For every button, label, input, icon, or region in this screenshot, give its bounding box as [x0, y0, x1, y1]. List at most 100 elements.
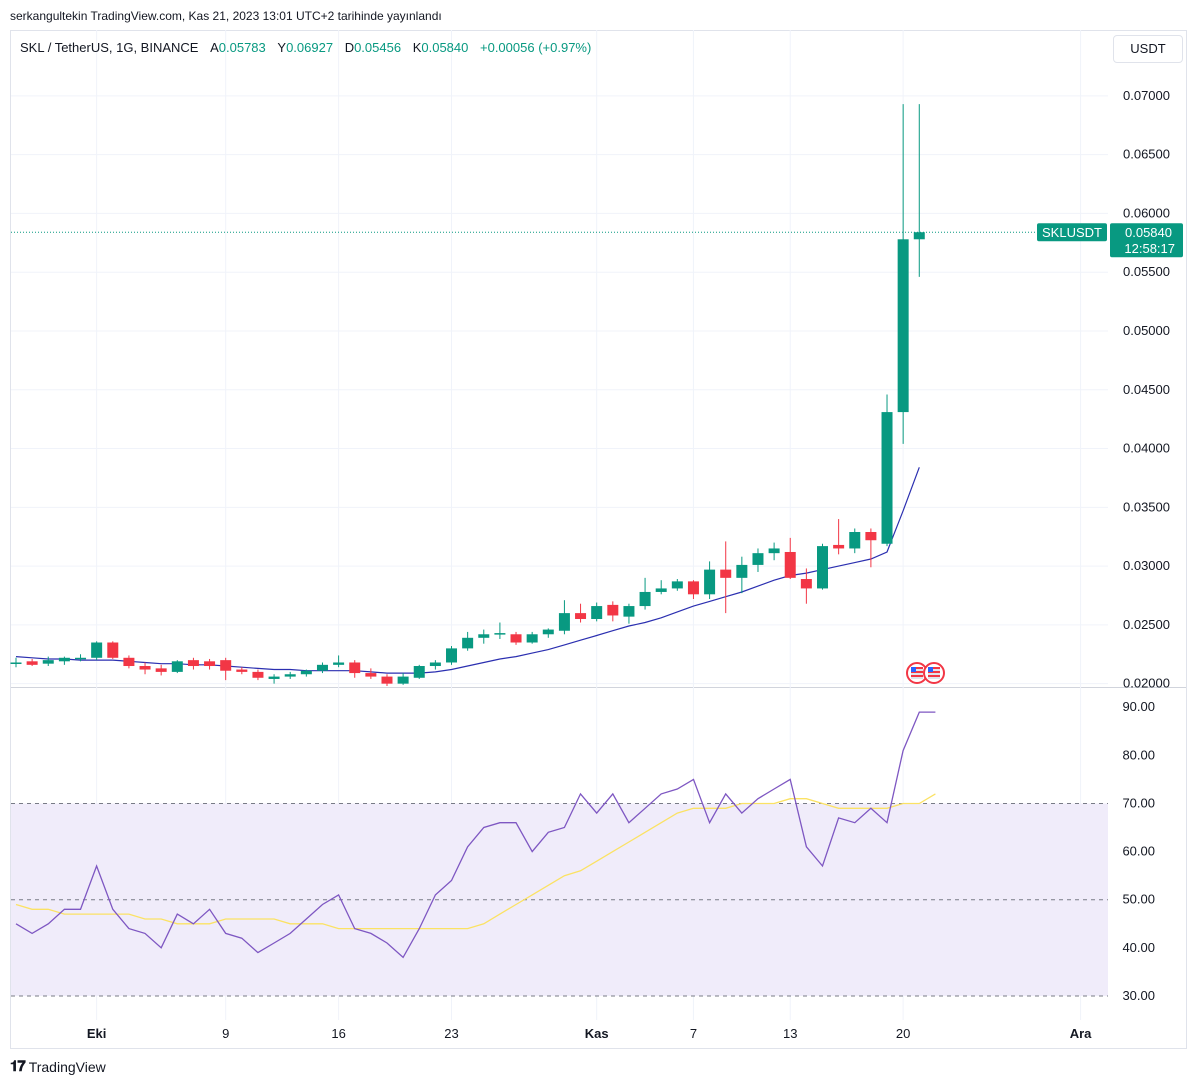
candle-body [833, 544, 845, 549]
candle-body [881, 412, 893, 544]
candle-body [91, 642, 103, 658]
candle-body [623, 606, 635, 617]
candle [736, 556, 748, 594]
open-label: A [210, 40, 219, 55]
candle [478, 629, 490, 644]
candle [720, 541, 732, 614]
footer-brand-label: TradingView [28, 1058, 106, 1075]
flag-stripe [928, 675, 940, 677]
price-tick-label: 0.05000 [1123, 323, 1170, 338]
candle-body [58, 657, 70, 662]
candle-body [204, 661, 216, 667]
price-tick-label: 0.06500 [1123, 147, 1170, 162]
candle [187, 657, 199, 670]
candle [107, 641, 119, 659]
flag-stripe [928, 667, 940, 669]
candle [526, 631, 538, 644]
price-tick-label: 0.02000 [1123, 676, 1170, 691]
candle-body [171, 661, 183, 672]
candle [881, 394, 893, 547]
moving-average-line [15, 467, 920, 674]
candle [333, 655, 345, 668]
candle [413, 664, 425, 679]
ticker-tag-label: SKLUSDT [1042, 225, 1102, 240]
candle-body [639, 591, 651, 607]
candle [462, 631, 474, 651]
candle-body [462, 637, 474, 649]
candle [865, 528, 877, 568]
currency-button[interactable]: USDT [1113, 35, 1183, 63]
time-tick-label: Kas [585, 1026, 609, 1041]
candle [752, 548, 764, 572]
candle-body [42, 660, 54, 664]
candle-body [26, 661, 38, 665]
candle [639, 577, 651, 610]
candle [236, 667, 248, 675]
candle-body [752, 553, 764, 565]
candle [558, 600, 570, 635]
candle [671, 579, 683, 591]
candle-body [284, 674, 296, 677]
price-tick-label: 0.07000 [1123, 88, 1170, 103]
candle-body [542, 629, 554, 635]
last-price-label: 0.05840 [1125, 225, 1172, 240]
flag-canton [928, 667, 933, 672]
candle-body [736, 564, 748, 578]
close-value: 0.05840 [421, 40, 469, 55]
candle-body [704, 569, 716, 595]
price-tick-label: 0.03500 [1123, 499, 1170, 514]
candle-body [849, 532, 861, 549]
symbol-label[interactable]: SKL / TetherUS, 1G, BINANCE [20, 40, 199, 55]
candle [800, 568, 812, 604]
candle-body [575, 613, 587, 619]
close-label: K [412, 40, 422, 55]
time-tick-label: 23 [444, 1026, 458, 1041]
candle-body [268, 676, 280, 679]
candle-body [800, 579, 812, 589]
candle [591, 602, 603, 622]
chart-frame [10, 30, 1187, 1049]
candle [349, 660, 361, 678]
last-price-tag [1110, 223, 1183, 258]
candle [849, 528, 861, 554]
flag-stripe [928, 671, 940, 673]
publisher-line: serkangultekin TradingView.com, Kas 21, … [10, 9, 442, 23]
candle-body [526, 634, 538, 643]
candle [913, 104, 925, 277]
candle-body [913, 232, 925, 240]
candle-body [75, 657, 87, 660]
candle [139, 662, 151, 675]
candle [365, 668, 377, 679]
candle-body [494, 633, 506, 635]
candle-body [139, 666, 151, 670]
candle-body [123, 657, 135, 667]
candle-body [155, 668, 167, 672]
candle-body [446, 648, 458, 663]
change-value: +0.00056 (+0.97%) [480, 40, 592, 55]
rsi-tick-label: 30.00 [1122, 988, 1155, 1003]
candle-body [333, 662, 345, 665]
time-tick-label: 13 [783, 1026, 797, 1041]
candle [252, 669, 264, 681]
candle-body [768, 548, 780, 554]
tradingview-logo-icon: 𝟏𝟕 [10, 1058, 26, 1075]
price-tick-label: 0.02500 [1123, 617, 1170, 632]
candle-body [591, 606, 603, 619]
candle [316, 662, 328, 674]
candle-body [429, 662, 441, 667]
time-tick-label: 9 [222, 1026, 229, 1041]
candle [42, 656, 54, 667]
candle [494, 622, 506, 639]
time-tick-label: Ara [1070, 1026, 1092, 1041]
footer-brand[interactable]: 𝟏𝟕 TradingView [10, 1058, 106, 1075]
candle-body [220, 660, 232, 671]
candle-body [365, 673, 377, 677]
candle [91, 641, 103, 661]
ohlc-legend: SKL / TetherUS, 1G, BINANCE A0.05783 Y0.… [20, 40, 591, 55]
candle [397, 673, 409, 685]
candle [220, 657, 232, 681]
candle-body [300, 670, 312, 675]
rsi-tick-label: 80.00 [1122, 747, 1155, 762]
price-tick-label: 0.03000 [1123, 558, 1170, 573]
